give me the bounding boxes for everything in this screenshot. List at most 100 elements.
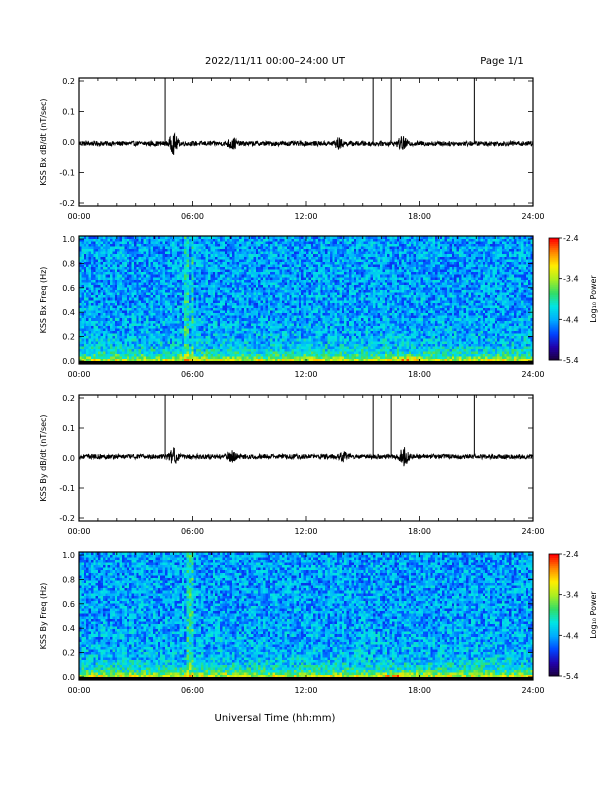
spectrogram-cell — [100, 358, 104, 362]
spectrogram-cell — [270, 317, 273, 321]
spectrogram-cell — [198, 256, 202, 260]
spectrogram-cell — [165, 348, 168, 352]
spectrogram-cell — [141, 358, 144, 362]
spectrogram-cell — [298, 323, 302, 326]
spectrogram-cell — [236, 312, 240, 316]
spectrogram-cell — [246, 246, 249, 250]
spectrogram-cell — [186, 251, 190, 255]
spectrogram-cell — [294, 259, 297, 262]
spectrogram-cell — [162, 243, 166, 247]
spectrogram-cell — [208, 333, 211, 337]
spectrogram-cell — [219, 243, 223, 247]
spectrogram-cell — [131, 323, 135, 326]
spectrogram-cell — [267, 356, 271, 360]
spectrogram-cell — [310, 292, 314, 296]
spectrogram-cell — [131, 346, 135, 349]
spectrogram-cell — [210, 276, 214, 280]
spectrogram-cell — [83, 251, 87, 255]
spectrogram-cell — [93, 274, 97, 278]
spectrogram-cell — [86, 323, 89, 326]
spectrogram-cell — [308, 287, 312, 291]
spectrogram-cell — [229, 289, 233, 293]
spectrogram-cell — [217, 297, 221, 301]
spectrogram-cell — [124, 246, 128, 250]
spectrogram-cell — [95, 297, 99, 301]
spectrogram-cell — [289, 238, 292, 242]
spectrogram-cell — [301, 300, 304, 303]
spectrogram-cell — [277, 246, 281, 250]
spectrogram-cell — [236, 238, 240, 242]
spectrogram-cell — [208, 346, 211, 349]
spectrogram-cell — [102, 241, 106, 244]
spectrogram-cell — [172, 243, 175, 247]
spectrogram-cell — [157, 300, 161, 303]
spectrogram-cell — [162, 282, 166, 285]
spectrogram-cell — [184, 253, 187, 257]
spectrogram-cell — [234, 264, 238, 268]
spectrogram-cell — [138, 261, 142, 265]
spectrogram-cell — [253, 328, 257, 332]
spectrogram-cell — [210, 241, 214, 244]
spectrogram-cell — [172, 315, 175, 319]
spectrogram-cell — [210, 310, 214, 314]
spectrogram-cell — [184, 315, 187, 319]
spectrogram-cell — [100, 289, 104, 293]
spectrogram-cell — [265, 243, 269, 247]
spectrogram-cell — [179, 320, 183, 324]
spectrogram-cell — [239, 338, 242, 342]
spectrogram-cell — [169, 323, 173, 326]
spectrogram-cell — [172, 287, 175, 291]
spectrogram-cell — [148, 261, 151, 265]
spectrogram-cell — [129, 276, 132, 280]
spectrogram-cell — [179, 317, 183, 321]
spectrogram-cell — [165, 307, 168, 311]
spectrogram-cell — [229, 335, 233, 339]
spectrogram-cell — [296, 323, 300, 326]
spectrogram-cell — [260, 246, 264, 250]
spectrogram-cell — [227, 351, 230, 355]
spectrogram-cell — [122, 269, 125, 273]
spectrogram-cell — [143, 292, 147, 296]
spectrogram-cell — [95, 358, 99, 362]
spectrogram-cell — [112, 259, 116, 262]
spectrogram-cell — [110, 243, 113, 247]
spectrogram-cell — [205, 243, 209, 247]
spectrogram-cell — [234, 241, 238, 244]
spectrogram-cell — [150, 246, 154, 250]
spectrogram-cell — [153, 356, 156, 360]
spectrogram-cell — [241, 358, 245, 362]
spectrogram-cell — [160, 274, 163, 278]
spectrogram-cell — [234, 284, 238, 288]
spectrogram-cell — [291, 340, 295, 344]
spectrogram-cell — [277, 276, 281, 280]
spectrogram-cell — [277, 335, 281, 339]
spectrogram-cell — [129, 358, 132, 362]
spectrogram-cell — [241, 253, 245, 257]
spectrogram-cell — [196, 325, 199, 329]
spectrogram-cell — [253, 241, 257, 244]
spectrogram-cell — [279, 348, 283, 352]
spectrogram-cell — [88, 325, 92, 329]
spectrogram-cell — [215, 251, 218, 255]
spectrogram-cell — [143, 266, 147, 270]
spectrogram-cell — [174, 315, 178, 319]
spectrogram-cell — [174, 328, 178, 332]
spectrogram-cell — [255, 282, 259, 285]
spectrogram-cell — [253, 358, 257, 362]
spectrogram-cell — [155, 312, 159, 316]
spectrogram-cell — [270, 284, 273, 288]
spectrogram-cell — [248, 274, 252, 278]
spectrogram-cell — [265, 307, 269, 311]
spectrogram-cell — [255, 356, 259, 360]
spectrogram-cell — [174, 264, 178, 268]
spectrogram-cell — [129, 266, 132, 270]
spectrogram-cell — [126, 253, 130, 257]
spectrogram-cell — [198, 253, 202, 257]
spectrogram-cell — [272, 259, 276, 262]
spectrogram-cell — [165, 271, 168, 275]
spectrogram-cell — [184, 317, 187, 321]
spectrogram-cell — [215, 294, 218, 298]
spectrogram-cell — [169, 328, 173, 332]
spectrogram-cell — [153, 287, 156, 291]
spectrogram-cell — [279, 241, 283, 244]
